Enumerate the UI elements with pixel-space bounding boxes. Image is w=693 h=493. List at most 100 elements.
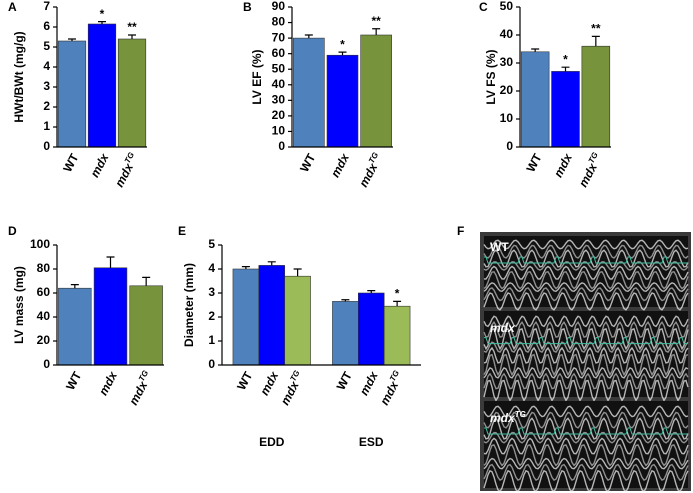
echo-wave (483, 315, 689, 328)
x-tick-label: mdxTG (277, 369, 307, 408)
echo-wave (483, 469, 689, 493)
y-tick-label: 40 (37, 309, 51, 323)
y-tick-label: 7 (43, 0, 50, 13)
panel-letter: E (178, 224, 186, 238)
significance-mark: ** (371, 14, 381, 28)
y-tick-label: 10 (500, 111, 514, 125)
echo-wave (483, 320, 689, 338)
y-tick-label: 0 (43, 139, 50, 153)
x-tick-label: mdxTG (111, 151, 141, 190)
significance-mark: * (395, 287, 400, 301)
bar (58, 287, 92, 366)
y-tick-label: 0 (43, 357, 50, 371)
bar (326, 54, 359, 148)
panel-letter: F (457, 224, 464, 238)
echo-wave (483, 292, 689, 311)
x-tick-label: mdx (328, 150, 353, 180)
echo-wave (483, 405, 689, 418)
y-tick-label: 30 (272, 93, 286, 107)
x-tick-label: mdxTG (356, 151, 386, 190)
x-tick-label: mdx (551, 150, 576, 180)
bar (87, 23, 117, 148)
bar (360, 34, 392, 148)
echo-wave (483, 379, 689, 402)
x-tick-label: WT (60, 151, 81, 175)
x-tick-label: mdxTG (376, 369, 406, 408)
error-bar (98, 21, 106, 24)
error-bar (68, 38, 76, 41)
echo-wave (483, 271, 689, 290)
y-tick-label: 5 (208, 237, 215, 251)
echo-wave (483, 372, 689, 390)
error-bar (561, 66, 570, 72)
bar (129, 285, 163, 366)
y-tick-label: 10 (272, 124, 286, 138)
echo-wave (483, 431, 689, 444)
bar (93, 267, 128, 366)
bar (520, 51, 550, 148)
bar (383, 305, 411, 366)
significance-mark: ** (591, 22, 601, 36)
y-tick-label: 60 (272, 46, 286, 60)
x-tick-label: WT (523, 151, 544, 175)
group-label: EDD (259, 435, 285, 449)
echo-wave (483, 444, 689, 467)
y-tick-label: 0 (506, 139, 513, 153)
bar (258, 265, 285, 366)
y-tick-label: 70 (272, 30, 286, 44)
bar (57, 40, 87, 148)
y-tick-label: 0 (208, 357, 215, 371)
echo-wave (483, 411, 689, 429)
echo-wave (483, 417, 689, 440)
bar (232, 268, 260, 366)
bar (284, 275, 311, 366)
error-bar (70, 284, 79, 289)
y-tick-label: 4 (43, 59, 50, 73)
significance-mark: ** (127, 20, 137, 34)
echo-wave (483, 437, 689, 455)
image-label: mdx (490, 321, 516, 335)
error-bar (293, 268, 302, 277)
y-tick-label: 0 (278, 139, 285, 153)
bar (358, 292, 385, 366)
echo-wave (483, 244, 689, 259)
y-tick-label: 20 (272, 108, 286, 122)
bar (293, 37, 325, 148)
error-bar (531, 48, 540, 52)
y-tick-label: 3 (208, 285, 215, 299)
y-axis-label: HWt/BWt (mg/g) (12, 31, 26, 122)
y-tick-label: 20 (37, 333, 51, 347)
significance-mark: * (340, 37, 345, 51)
y-tick-label: 6 (43, 19, 50, 33)
y-tick-label: 80 (272, 15, 286, 29)
x-tick-label: mdx (257, 368, 282, 398)
y-tick-label: 30 (500, 55, 514, 69)
image-label: WT (490, 240, 509, 254)
panel-letter: A (8, 0, 17, 14)
y-tick-label: 3 (43, 79, 50, 93)
y-tick-label: 50 (500, 0, 514, 13)
error-bar (367, 290, 376, 293)
y-axis-label: LV FS (%) (484, 49, 498, 104)
echo-wave (483, 249, 689, 268)
significance-mark: * (100, 7, 105, 21)
x-tick-label: WT (334, 369, 355, 393)
bar (117, 38, 147, 148)
error-bar (372, 28, 381, 35)
group-label: ESD (359, 435, 384, 449)
echo-wave (483, 287, 689, 302)
y-tick-label: 2 (43, 99, 50, 113)
echo-wave (483, 327, 689, 351)
error-bar (142, 276, 151, 286)
ecg-trace (484, 256, 688, 264)
significance-mark: * (563, 52, 568, 66)
bar (551, 71, 580, 148)
y-tick-label: 20 (500, 83, 514, 97)
x-tick-label: WT (297, 151, 318, 175)
y-tick-label: 40 (272, 77, 286, 91)
bar (332, 301, 359, 366)
echo-wave (483, 261, 689, 271)
panel-letter: C (479, 0, 488, 14)
